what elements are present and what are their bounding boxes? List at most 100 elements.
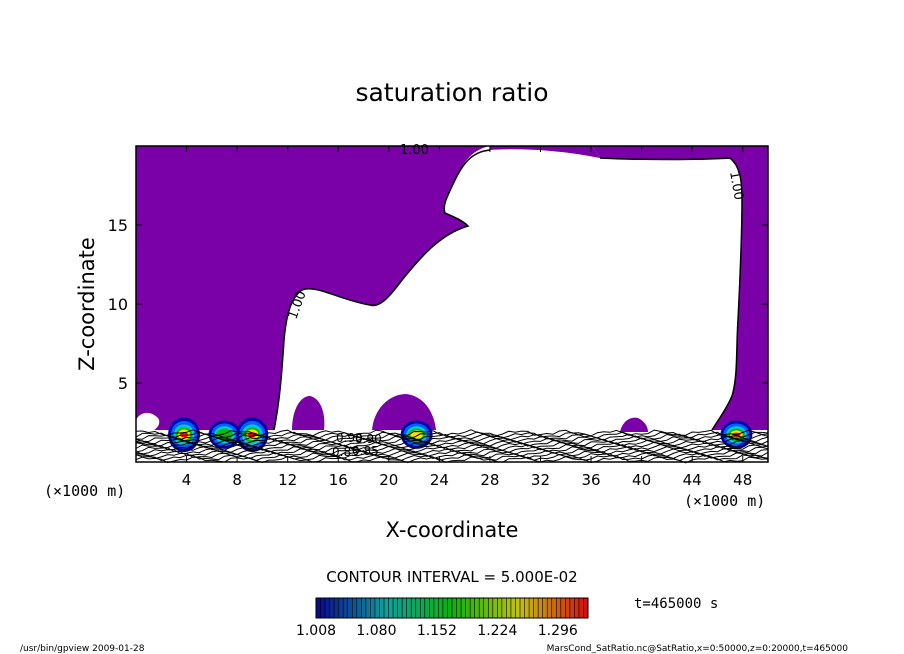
contour-label: 1.00 [400,143,429,158]
colorbar-bin [479,598,485,618]
subsaturated-blob [620,417,648,432]
colorbar-bin [447,598,453,618]
x-tick-label: 12 [278,471,297,489]
x-tick-label: 48 [733,471,752,489]
time-label: t=465000 s [634,596,718,612]
colorbar-bin [461,598,466,618]
contour-label: 0.90 [355,432,382,446]
x-tick-label: 44 [683,471,702,489]
contour-line [135,429,769,437]
colorbar-tick-labels: 1.008 1.080 1.152 1.224 1.296 [296,623,578,639]
x-tick-label: 16 [329,471,348,489]
colorbar-bin [438,598,444,618]
colorbar-bin [338,598,344,618]
colorbar-bin [574,598,580,618]
colorbar-bin [356,598,362,618]
colorbar-bin [515,598,521,618]
colorbar-bin [420,598,426,618]
contour-line [135,437,769,445]
contour-line-1-00 [273,149,491,431]
colorbar-bin [365,598,371,618]
contour-band [135,429,769,464]
colorbar-tick-label: 1.224 [477,623,517,639]
colorbar-bin [529,598,534,618]
colorbar-bin [492,598,498,618]
colorbar-bin [334,598,340,618]
contour-line [135,433,769,441]
colorbar-bin [488,598,494,618]
y-axis-label: Z-coordinate [75,237,99,371]
colorbar-bin [560,598,566,618]
colorbar-bin [524,598,530,618]
y-tick-label: 15 [108,216,128,235]
colorbar-bin [384,598,389,618]
x-tick-label: 24 [430,471,449,489]
contour-label: 1.00 [726,170,746,201]
colorbar-bin [538,598,544,618]
colorbar-bin [456,598,462,618]
colorbar-bin [483,598,489,618]
colorbar-bin [520,598,525,618]
x-tick-label: 8 [232,471,242,489]
colorbar-bin [415,598,421,618]
colorbar-bin [533,598,539,618]
colorbar-bin [393,598,398,618]
colorbar-bin [497,598,503,618]
x-axis-unit-right: (×1000 m) [684,492,765,510]
y-tick-label: 5 [118,374,128,393]
colorbar-bin [325,598,330,618]
colorbar-bin [379,598,385,618]
subsaturated-strip-top [490,146,600,158]
colorbar-bin [343,598,349,618]
plot-area [135,145,769,464]
colorbar-bin [547,598,553,618]
colorbar-bin [411,598,417,618]
x-tick-label: 40 [632,471,651,489]
contour-line [135,441,769,449]
colorbar-bin [374,598,380,618]
y-axis: 5 10 15 [108,216,768,393]
x-tick-label: 36 [581,471,600,489]
colorbar-bin [442,598,448,618]
colorbar-tick-label: 1.080 [356,623,396,639]
cell-contour [179,432,189,438]
colorbar-bin [370,598,376,618]
colorbar-bin [556,598,562,618]
colorbar-bin [578,598,584,618]
colorbar-bin [316,598,321,618]
colorbar-bin [424,598,430,618]
colorbar-bin [470,598,476,618]
colorbar-bin [565,598,571,618]
contour-label: 0.85 [352,444,379,458]
colorbar-bin [320,598,326,618]
colorbar [315,597,589,619]
footer-right: MarsCond_SatRatio.nc@SatRatio,x=0:50000,… [547,644,849,654]
chart-title: saturation ratio [355,78,548,107]
x-tick-label: 28 [480,471,499,489]
colorbar-frame [315,597,589,619]
x-axis-unit-left: (×1000 m) [44,482,125,500]
colorbar-bin [347,598,353,618]
colorbar-tick-label: 1.296 [538,623,578,639]
y-tick-label: 10 [108,295,128,314]
colorbar-bin [542,598,548,618]
colorbar-bin [406,598,412,618]
colorbar-bin [551,598,557,618]
colorbar-bin [569,598,575,618]
colorbar-bin [501,598,507,618]
colorbar-bin [474,598,480,618]
footer-left: /usr/bin/gpview 2009-01-28 [20,644,145,654]
contour-interval: CONTOUR INTERVAL = 5.000E-02 [326,568,577,586]
x-tick-label: 4 [182,471,192,489]
x-axis: 4 8 12 16 20 24 28 32 36 40 44 48 [182,146,752,489]
colorbar-bin [402,598,408,618]
colorbar-bin [352,598,358,618]
colorbar-bin [329,598,335,618]
contour-line [135,435,769,443]
contour-line [135,431,769,439]
colorbar-bin [433,598,439,618]
colorbar-bin [510,598,516,618]
colorbar-bin [397,598,403,618]
contour-line [135,445,769,454]
